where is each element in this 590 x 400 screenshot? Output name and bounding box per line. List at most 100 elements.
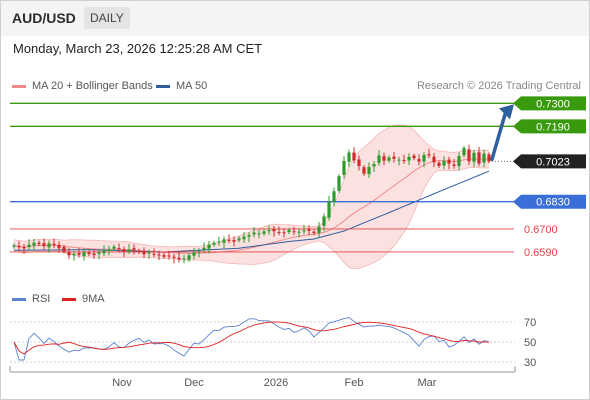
candle-body — [27, 244, 31, 248]
candle-body — [167, 255, 171, 257]
bollinger-lower-line — [13, 166, 490, 270]
candle-body — [67, 252, 71, 256]
timestamp: Monday, March 23, 2026 12:25:28 AM CET — [13, 41, 263, 56]
candle-body — [207, 244, 211, 249]
candle-body — [12, 245, 16, 247]
candle-body — [422, 155, 426, 162]
level-tag-0.6830 — [513, 194, 586, 209]
rsi-tick-70: 70 — [524, 317, 536, 329]
candle-body — [257, 233, 261, 235]
candle-body — [337, 176, 341, 191]
candle-body — [92, 253, 96, 256]
legend-label-ma50: MA 50 — [176, 80, 208, 92]
candle-body — [457, 156, 461, 166]
candle-body — [362, 167, 366, 174]
candle-body — [97, 252, 101, 254]
candle-body — [482, 153, 486, 163]
research-credit: Research © 2026 Trading Central — [416, 80, 581, 92]
candle-body — [327, 201, 331, 218]
candle-body — [407, 156, 411, 161]
candle-body — [417, 159, 421, 162]
projection-arrow-head — [499, 104, 514, 120]
candle-body — [222, 239, 226, 243]
candle-body — [42, 243, 46, 247]
candle-body — [332, 191, 336, 202]
candle-body — [122, 249, 126, 252]
candle-body — [342, 160, 346, 175]
candle-body — [192, 252, 196, 256]
period-selector[interactable]: DAILY — [84, 7, 130, 29]
candle-body — [292, 231, 296, 233]
candle-body — [412, 155, 416, 159]
candle-body — [212, 242, 216, 245]
candle-body — [247, 235, 251, 237]
level-label-0.6590: 0.6590 — [524, 247, 558, 259]
candle-body — [352, 152, 356, 161]
bollinger-band — [14, 124, 489, 269]
legend-label-9ma: 9MA — [82, 293, 105, 305]
candle-body — [237, 238, 241, 241]
x-tick-2026: 2026 — [264, 377, 288, 389]
candle-body — [107, 249, 111, 251]
candle-body — [447, 159, 451, 164]
candle-body — [487, 154, 491, 162]
last-price-tag — [513, 154, 586, 169]
candle-body — [47, 243, 51, 248]
candle-body — [202, 247, 206, 250]
candle-body — [137, 250, 141, 252]
candle-body — [477, 152, 481, 164]
candle-body — [17, 245, 21, 248]
projection-arrow-shaft — [490, 112, 507, 162]
candle-body — [177, 257, 181, 260]
candle-body — [102, 250, 106, 254]
candle-body — [287, 229, 291, 233]
level-label-0.7023: 0.7023 — [536, 156, 570, 168]
candle-body — [437, 162, 441, 166]
candle-body — [87, 252, 91, 255]
candle-body — [182, 258, 186, 260]
candle-body — [452, 164, 456, 166]
legend-ma20-bollinger: MA 20 + Bollinger Bands — [12, 80, 153, 92]
candle-body — [282, 232, 286, 234]
legend-label-ma20: MA 20 + Bollinger Bands — [32, 80, 153, 92]
candle-body — [387, 157, 391, 161]
candle-body — [242, 236, 246, 240]
legend-swatch-rsi — [12, 297, 26, 301]
level-label-0.6700: 0.6700 — [524, 224, 558, 236]
candle-body — [197, 251, 201, 253]
candle-body — [402, 160, 406, 162]
level-tag-0.7300 — [513, 96, 586, 111]
ma50-line — [13, 170, 490, 253]
rsi-line — [13, 317, 490, 361]
candle-body — [312, 231, 316, 234]
ma20-line — [13, 158, 490, 254]
candle-body — [187, 255, 191, 260]
x-tick-Mar: Mar — [418, 377, 437, 389]
candle-body — [152, 253, 156, 255]
rsi-tick-30: 30 — [524, 357, 536, 369]
candle-body — [77, 253, 81, 255]
legend-label-rsi: RSI — [32, 293, 51, 305]
candle-body — [382, 156, 386, 161]
candle-body — [367, 166, 371, 175]
candle-body — [302, 230, 306, 232]
x-tick-Feb: Feb — [345, 377, 364, 389]
level-label-0.6830: 0.6830 — [536, 197, 570, 209]
candle-body — [252, 232, 256, 235]
candle-body — [272, 228, 276, 232]
candle-body — [392, 156, 396, 159]
candle-body — [32, 242, 36, 246]
rsi-tick-50: 50 — [524, 337, 536, 349]
candle-body — [467, 149, 471, 162]
candle-body — [357, 159, 361, 166]
candle-body — [157, 254, 161, 256]
candle-body — [427, 154, 431, 156]
candle-body — [52, 243, 56, 246]
legend-swatch-9ma — [62, 297, 76, 301]
candle-body — [117, 247, 121, 249]
candle-body — [317, 226, 321, 234]
level-label-0.7300: 0.7300 — [536, 98, 570, 110]
legend-9ma: 9MA — [62, 293, 105, 305]
candle-body — [62, 246, 66, 252]
